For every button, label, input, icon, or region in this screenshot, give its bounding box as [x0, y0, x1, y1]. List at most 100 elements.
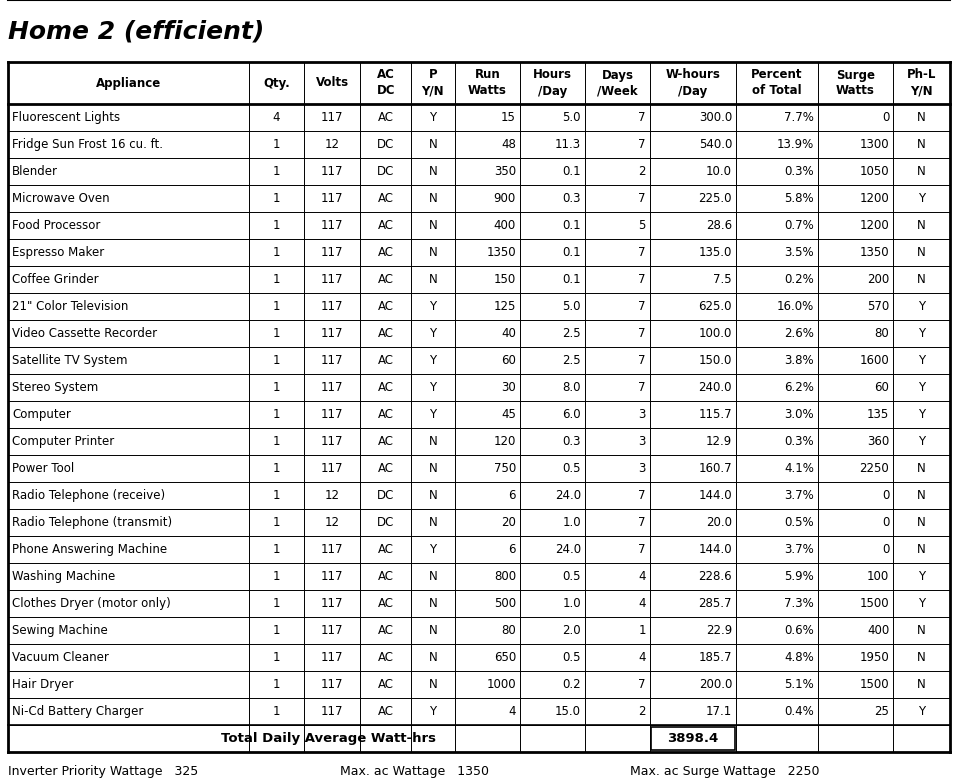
Text: 12: 12 — [324, 489, 340, 502]
Text: N: N — [429, 489, 437, 502]
Text: 2: 2 — [638, 165, 646, 178]
Text: Stereo System: Stereo System — [12, 381, 99, 394]
Text: N: N — [429, 597, 437, 610]
Text: Coffee Grinder: Coffee Grinder — [12, 273, 99, 286]
Text: 7: 7 — [638, 273, 646, 286]
Text: 7.5: 7.5 — [713, 273, 732, 286]
Text: 4: 4 — [273, 111, 280, 124]
Text: AC: AC — [378, 219, 393, 232]
Text: 12.9: 12.9 — [705, 435, 732, 448]
Text: 300.0: 300.0 — [699, 111, 732, 124]
Text: 117: 117 — [321, 570, 344, 583]
Text: Run
Watts: Run Watts — [468, 69, 507, 98]
Text: Y: Y — [918, 705, 925, 718]
Text: Y: Y — [430, 543, 436, 556]
Text: 117: 117 — [321, 408, 344, 421]
Text: Y: Y — [918, 408, 925, 421]
Text: 6: 6 — [508, 543, 516, 556]
Text: N: N — [918, 624, 926, 637]
Text: Computer Printer: Computer Printer — [12, 435, 114, 448]
Text: N: N — [429, 651, 437, 664]
Text: Total Daily Average Watt-hrs: Total Daily Average Watt-hrs — [221, 732, 436, 745]
Text: 7: 7 — [638, 678, 646, 691]
Text: Y: Y — [918, 570, 925, 583]
Text: 650: 650 — [494, 651, 516, 664]
Text: Food Processor: Food Processor — [12, 219, 100, 232]
Text: Radio Telephone (receive): Radio Telephone (receive) — [12, 489, 166, 502]
Text: 117: 117 — [321, 273, 344, 286]
Text: Vacuum Cleaner: Vacuum Cleaner — [12, 651, 109, 664]
Text: 117: 117 — [321, 219, 344, 232]
Text: 1: 1 — [273, 408, 280, 421]
Text: 1: 1 — [273, 273, 280, 286]
Text: 200.0: 200.0 — [699, 678, 732, 691]
Text: N: N — [429, 138, 437, 151]
Text: 900: 900 — [494, 192, 516, 205]
Text: 7.3%: 7.3% — [784, 597, 813, 610]
Text: Appliance: Appliance — [96, 76, 162, 90]
Text: 16.0%: 16.0% — [776, 300, 813, 313]
Text: 120: 120 — [494, 435, 516, 448]
Text: N: N — [918, 219, 926, 232]
Text: 3898.4: 3898.4 — [667, 732, 719, 745]
Text: Y: Y — [918, 327, 925, 340]
Text: 1: 1 — [273, 462, 280, 475]
Text: N: N — [918, 138, 926, 151]
Text: 7: 7 — [638, 138, 646, 151]
Text: Power Tool: Power Tool — [12, 462, 75, 475]
Text: 800: 800 — [494, 570, 516, 583]
Text: 0: 0 — [882, 516, 889, 529]
Text: 0.3: 0.3 — [563, 435, 581, 448]
Text: 500: 500 — [494, 597, 516, 610]
Text: 4.1%: 4.1% — [784, 462, 813, 475]
Text: AC: AC — [378, 651, 393, 664]
Text: Y: Y — [918, 300, 925, 313]
Text: 1: 1 — [273, 516, 280, 529]
Text: N: N — [918, 462, 926, 475]
Text: 7.7%: 7.7% — [784, 111, 813, 124]
Text: Y: Y — [430, 300, 436, 313]
Text: 13.9%: 13.9% — [776, 138, 813, 151]
Text: 6.0: 6.0 — [563, 408, 581, 421]
Text: 185.7: 185.7 — [699, 651, 732, 664]
Text: 7: 7 — [638, 489, 646, 502]
Text: 1.0: 1.0 — [563, 597, 581, 610]
Text: 117: 117 — [321, 327, 344, 340]
Text: 12: 12 — [324, 138, 340, 151]
Text: AC: AC — [378, 354, 393, 367]
Text: 200: 200 — [867, 273, 889, 286]
Text: Y: Y — [430, 111, 436, 124]
Text: 3.7%: 3.7% — [784, 489, 813, 502]
Text: 100.0: 100.0 — [699, 327, 732, 340]
Text: W-hours
/Day: W-hours /Day — [665, 69, 721, 98]
Text: N: N — [429, 624, 437, 637]
Text: AC: AC — [378, 327, 393, 340]
Text: 3.0%: 3.0% — [784, 408, 813, 421]
Text: 7: 7 — [638, 192, 646, 205]
Text: 240.0: 240.0 — [699, 381, 732, 394]
Text: 5.8%: 5.8% — [784, 192, 813, 205]
Text: 15: 15 — [501, 111, 516, 124]
Text: 7: 7 — [638, 246, 646, 259]
Text: 3.5%: 3.5% — [784, 246, 813, 259]
Text: Y: Y — [918, 381, 925, 394]
Text: Y: Y — [430, 327, 436, 340]
Text: AC: AC — [378, 435, 393, 448]
Text: Radio Telephone (transmit): Radio Telephone (transmit) — [12, 516, 172, 529]
Text: N: N — [429, 570, 437, 583]
Text: 1600: 1600 — [859, 354, 889, 367]
Text: AC: AC — [378, 408, 393, 421]
Text: 2.6%: 2.6% — [784, 327, 813, 340]
Text: N: N — [429, 246, 437, 259]
Text: DC: DC — [377, 165, 394, 178]
Text: 30: 30 — [501, 381, 516, 394]
Text: 1050: 1050 — [859, 165, 889, 178]
Text: 360: 360 — [867, 435, 889, 448]
Text: 1: 1 — [273, 651, 280, 664]
Text: 1950: 1950 — [859, 651, 889, 664]
Text: 144.0: 144.0 — [699, 489, 732, 502]
Text: 22.9: 22.9 — [705, 624, 732, 637]
Text: N: N — [918, 165, 926, 178]
Text: 570: 570 — [867, 300, 889, 313]
Text: 24.0: 24.0 — [555, 543, 581, 556]
